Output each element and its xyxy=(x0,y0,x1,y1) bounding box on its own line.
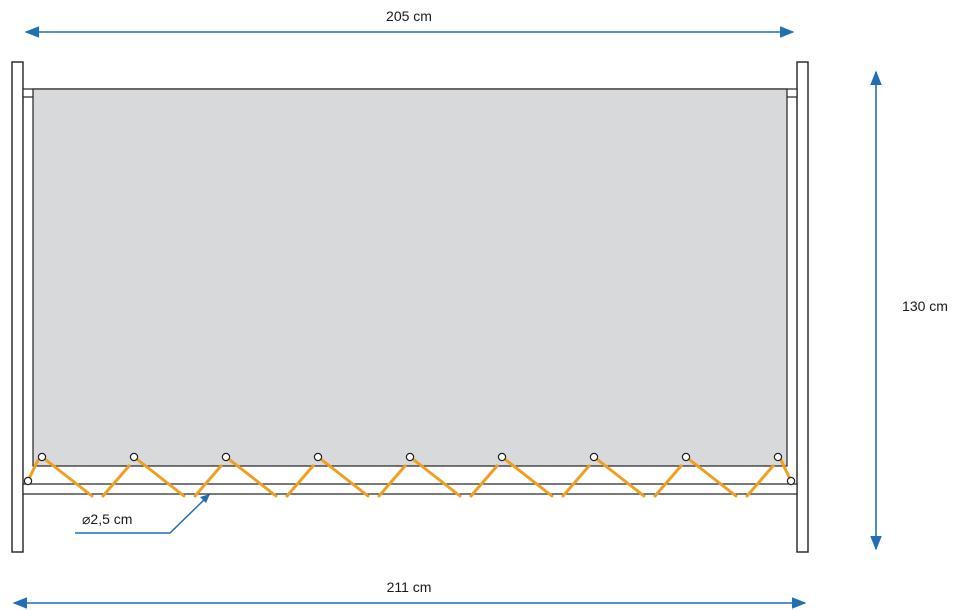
corner-ring-icon xyxy=(786,476,796,486)
corner-ring-icon xyxy=(23,476,33,486)
cord-segment xyxy=(101,464,131,498)
eyelet-icon xyxy=(681,452,691,462)
cord-segment xyxy=(504,458,554,498)
cord-segment xyxy=(745,464,775,498)
bottom-rail xyxy=(22,483,798,495)
bottom-width-label: 211 cm xyxy=(387,579,432,595)
eyelet-icon xyxy=(221,452,231,462)
cord-segment xyxy=(688,458,738,498)
cord-segment xyxy=(285,464,315,498)
cord-segment xyxy=(228,458,278,498)
eyelet-icon xyxy=(589,452,599,462)
cord-segment xyxy=(469,464,499,498)
top-width-label: 205 cm xyxy=(386,8,432,24)
cord-segment xyxy=(561,464,591,498)
cord-segment xyxy=(596,458,646,498)
eyelet-icon xyxy=(37,452,47,462)
left-post xyxy=(11,61,24,553)
eyelet-icon xyxy=(405,452,415,462)
rod-leader-arrowhead xyxy=(200,494,210,503)
eyelet-icon xyxy=(497,452,507,462)
eyelet-icon xyxy=(129,452,139,462)
lacing-cords xyxy=(26,458,793,498)
cord-segment xyxy=(653,464,683,498)
eyelets xyxy=(23,452,796,486)
cord-segment xyxy=(136,458,186,498)
screen-panel xyxy=(32,88,788,467)
height-label: 130 cm xyxy=(902,298,948,314)
eyelet-icon xyxy=(773,452,783,462)
rod-diameter-label: ⌀2,5 cm xyxy=(82,511,132,527)
cord-segment xyxy=(377,464,407,498)
eyelet-icon xyxy=(313,452,323,462)
cord-segment xyxy=(412,458,462,498)
cord-segment xyxy=(44,458,94,498)
rod-diameter-leader xyxy=(75,495,209,534)
cord-segment xyxy=(193,464,223,498)
right-post xyxy=(796,61,809,553)
cord-segment xyxy=(320,458,370,498)
